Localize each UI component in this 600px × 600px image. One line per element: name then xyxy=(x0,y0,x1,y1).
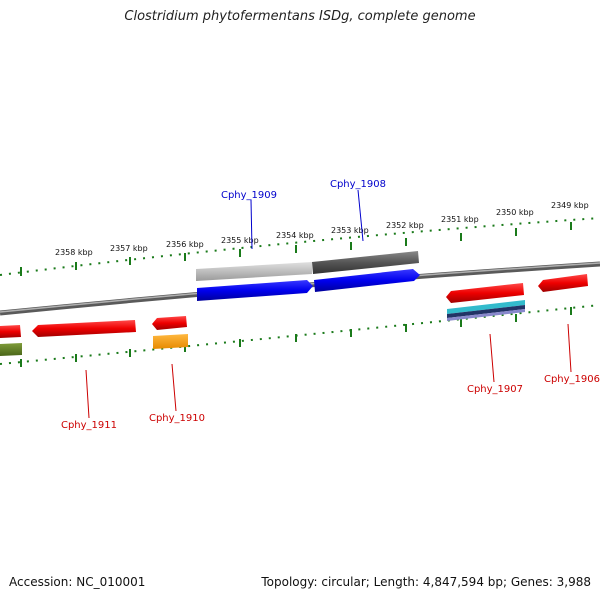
multi-feature-cyan xyxy=(447,300,525,314)
forward-genes xyxy=(197,269,420,301)
reverse-genes xyxy=(0,274,588,338)
inner-tick-ring xyxy=(0,304,600,367)
gene-arrow-cphy-1911[interactable] xyxy=(32,320,136,337)
genome-summary: Topology: circular; Length: 4,847,594 bp… xyxy=(261,575,591,589)
gene-label-cphy-1910: Cphy_1910 xyxy=(149,413,205,424)
gene-arrow-cphy-1910[interactable] xyxy=(152,316,187,330)
cds-feature-light xyxy=(196,262,312,281)
misc-feature-olive xyxy=(0,343,22,356)
gene-arrow-cphy-1907[interactable] xyxy=(446,283,524,303)
gene-label-cphy-1911: Cphy_1911 xyxy=(61,420,117,431)
scale-label: 2357 kbp xyxy=(110,244,148,253)
accession-label: Accession: NC_010001 xyxy=(9,575,146,589)
gene-label-cphy-1906: Cphy_1906 xyxy=(544,374,600,385)
outer-tick-ring xyxy=(0,217,600,276)
cds-feature-dark xyxy=(312,251,419,274)
gene-label-cphy-1909: Cphy_1909 xyxy=(221,190,277,201)
gene-arrow-cphy-1908[interactable] xyxy=(314,269,420,292)
scale-labels: 2358 kbp 2357 kbp 2356 kbp 2355 kbp 2354… xyxy=(55,201,589,257)
scale-label: 2355 kbp xyxy=(221,236,259,245)
scale-label: 2349 kbp xyxy=(551,201,589,210)
scale-label: 2358 kbp xyxy=(55,248,93,257)
gene-label-cphy-1908: Cphy_1908 xyxy=(330,179,386,190)
cds-track xyxy=(196,251,419,281)
trna-feature-orange xyxy=(153,334,188,349)
multi-feature-lavender xyxy=(447,309,525,321)
label-leaders xyxy=(85,189,572,419)
multi-feature-navy xyxy=(447,305,525,318)
scale-label: 2352 kbp xyxy=(386,221,424,230)
scale-label: 2356 kbp xyxy=(166,240,204,249)
gene-arrow-left-edge[interactable] xyxy=(0,325,21,338)
gene-label-cphy-1907: Cphy_1907 xyxy=(467,384,523,395)
scale-label: 2350 kbp xyxy=(496,208,534,217)
gene-arrow-cphy-1906[interactable] xyxy=(538,274,588,292)
scale-label: 2353 kbp xyxy=(331,226,369,235)
other-features xyxy=(0,300,525,356)
gene-arrow-cphy-1909[interactable] xyxy=(197,280,313,301)
scale-label: 2354 kbp xyxy=(276,231,314,240)
map-title: Clostridium phytofermentans ISDg, comple… xyxy=(124,9,476,24)
gene-labels: Cphy_1909 Cphy_1908 Cphy_1907 Cphy_1906 … xyxy=(61,179,600,431)
scale-label: 2351 kbp xyxy=(441,215,479,224)
